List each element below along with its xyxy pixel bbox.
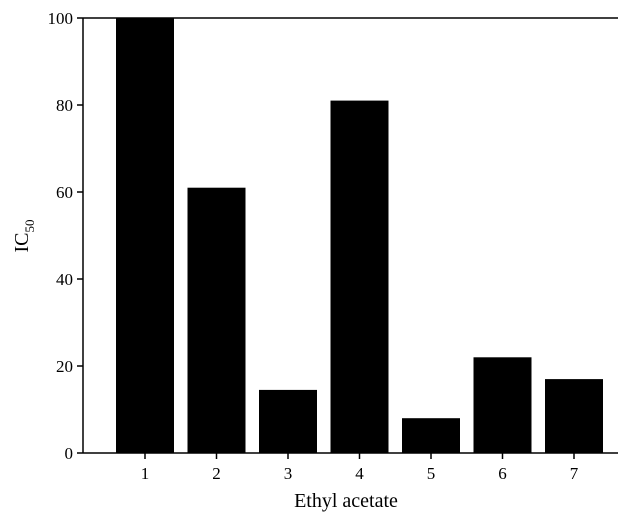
bar-2 — [187, 187, 246, 453]
x-tick-label-3: 3 — [284, 464, 293, 483]
bar-4 — [330, 100, 389, 453]
y-tick-label-60: 60 — [56, 183, 73, 202]
y-tick-label-20: 20 — [56, 357, 73, 376]
bar-7 — [545, 379, 603, 453]
x-tick-label-1: 1 — [141, 464, 150, 483]
y-axis-title-subscript: 50 — [22, 220, 37, 233]
y-tick-label-100: 100 — [48, 9, 74, 28]
y-axis-title-main: IC — [11, 233, 33, 253]
x-tick-label-4: 4 — [355, 464, 364, 483]
y-axis-title: IC50 — [11, 220, 37, 253]
bar-3 — [259, 389, 317, 453]
y-tick-label-40: 40 — [56, 270, 73, 289]
bar-1 — [116, 18, 174, 453]
x-tick-label-6: 6 — [498, 464, 507, 483]
x-tick-label-7: 7 — [570, 464, 579, 483]
x-axis-title: Ethyl acetate — [294, 490, 398, 512]
x-tick-label-2: 2 — [212, 464, 221, 483]
bar-6 — [473, 357, 532, 453]
y-axis: 0 20 40 60 80 100 — [48, 9, 83, 463]
bar-5 — [402, 418, 460, 453]
y-tick-label-80: 80 — [56, 96, 73, 115]
x-axis: 1 2 3 4 5 6 7 — [141, 453, 579, 483]
y-tick-label-0: 0 — [65, 444, 74, 463]
bars-layer — [116, 18, 603, 453]
x-tick-label-5: 5 — [427, 464, 436, 483]
